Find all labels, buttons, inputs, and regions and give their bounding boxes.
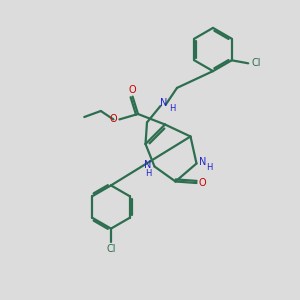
Text: O: O [199, 178, 206, 188]
Text: H: H [145, 169, 151, 178]
Text: H: H [169, 104, 175, 113]
Text: H: H [206, 163, 213, 172]
Text: N: N [200, 157, 207, 167]
Text: O: O [128, 85, 136, 95]
Text: O: O [110, 114, 117, 124]
Text: Cl: Cl [252, 58, 261, 68]
Text: Cl: Cl [106, 244, 116, 254]
Text: N: N [144, 160, 152, 170]
Text: N: N [160, 98, 167, 109]
